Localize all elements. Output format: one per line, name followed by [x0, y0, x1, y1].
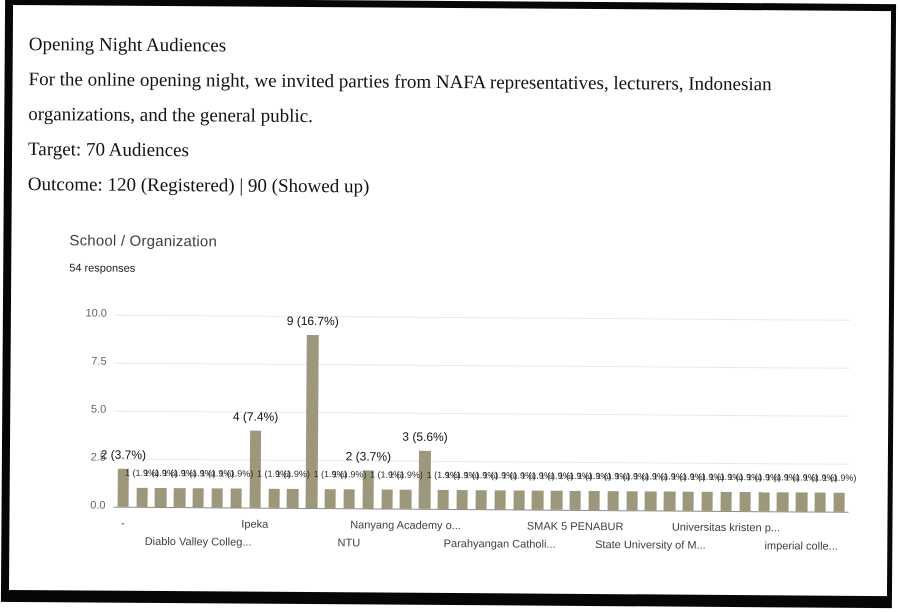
x-axis-tick-label: - — [120, 517, 125, 530]
doc-title: Opening Night Audiences — [28, 34, 227, 57]
chart-block: School / Organization 54 responses 0.0 2.… — [67, 232, 869, 570]
bar — [155, 487, 167, 508]
bar-value-label: 1 (1.9%) — [822, 472, 857, 483]
bar — [324, 488, 337, 509]
bar-value-label: 3 (5.6%) — [402, 430, 448, 445]
bar — [795, 492, 808, 512]
bar-value-label: 9 (16.7%) — [286, 314, 339, 329]
bar — [381, 489, 393, 509]
x-axis-tick-label: NTU — [337, 537, 361, 550]
bar — [833, 492, 845, 512]
doc-paragraph: For the online opening night, we invited… — [28, 69, 772, 128]
bar — [739, 491, 751, 512]
bar — [494, 490, 506, 510]
y-axis-tick-label: 0.0 — [90, 499, 106, 512]
bar — [286, 488, 299, 508]
plot-area: 2 (3.7%) 1 (1.9%) 1 (1.9%) 1 (1.9%) 1 (1.9%)… — [101, 314, 856, 513]
bar — [550, 490, 563, 510]
document-text-block: Opening Night Audiences For the online o… — [12, 5, 881, 208]
doc-target-line: Target: 70 Audiences — [27, 139, 189, 162]
bar — [400, 489, 412, 509]
chart-responses-count: 54 responses — [69, 262, 136, 275]
bar — [776, 492, 789, 512]
bar — [192, 488, 205, 508]
x-axis-tick-label: SMAK 5 PENABUR — [526, 520, 624, 534]
bar-value-label: 1 (1.9%) — [388, 469, 423, 480]
x-axis: - Diablo Valley Colleg... Ipeka NTU Nanyang … — [113, 513, 848, 564]
bar-value-label: 2 (3.7%) — [100, 447, 147, 462]
bar — [814, 492, 827, 512]
bar-value-label: 4 (7.4%) — [232, 409, 279, 425]
x-axis-tick-label: Diablo Valley Colleg... — [144, 535, 252, 549]
bar-chart: 0.0 2.5 5.0 7.5 10.0 2 (3.7%) 1 (1.9%) 1 (1.9%… — [67, 307, 859, 570]
bar — [173, 487, 186, 508]
gridline — [113, 458, 849, 465]
bar — [758, 491, 770, 512]
bar — [268, 488, 280, 508]
bar-value-label: 1 (1.9%) — [332, 469, 367, 480]
bar — [645, 491, 657, 511]
bar-value-label: 2 (3.7%) — [345, 448, 392, 464]
gridline — [114, 314, 850, 321]
bar — [588, 490, 600, 511]
bar — [230, 488, 242, 508]
bar — [720, 491, 732, 511]
bar — [569, 490, 582, 510]
bar — [513, 490, 525, 510]
gridline — [114, 410, 850, 417]
bar-value-label: 1 (1.9%) — [275, 468, 310, 479]
bar — [305, 335, 319, 509]
x-axis-tick-label: Universitas kristen p... — [671, 521, 781, 535]
bar — [663, 491, 676, 511]
bar — [211, 488, 223, 508]
bar — [682, 491, 695, 511]
y-axis: 0.0 2.5 5.0 7.5 10.0 — [68, 307, 111, 511]
x-axis-tick-label: imperial colle... — [764, 540, 838, 553]
bar — [343, 489, 355, 509]
bar — [475, 490, 487, 510]
gridline — [114, 362, 850, 369]
bar — [531, 490, 544, 510]
x-axis-tick-label: Parahyangan Catholi... — [443, 537, 556, 551]
x-axis-tick-label: State University of M... — [595, 539, 706, 552]
x-axis-tick-label: Ipeka — [241, 518, 269, 531]
bar — [136, 487, 148, 507]
bar — [437, 489, 450, 510]
bar — [418, 451, 431, 509]
x-axis-tick-label: Nanyang Academy o... — [350, 519, 461, 533]
y-axis-tick-label: 10.0 — [85, 307, 107, 320]
bar — [701, 491, 713, 511]
chart-title: School / Organization — [69, 232, 218, 251]
y-axis-tick-label: 7.5 — [91, 355, 107, 368]
doc-outcome-line: Outcome: 120 (Registered) | 90 (Showed u… — [27, 174, 370, 198]
bar — [626, 491, 638, 511]
bar-value-label: 1 (1.9%) — [219, 468, 254, 479]
bar — [456, 489, 468, 510]
bar — [607, 490, 619, 511]
y-axis-tick-label: 5.0 — [90, 403, 107, 416]
